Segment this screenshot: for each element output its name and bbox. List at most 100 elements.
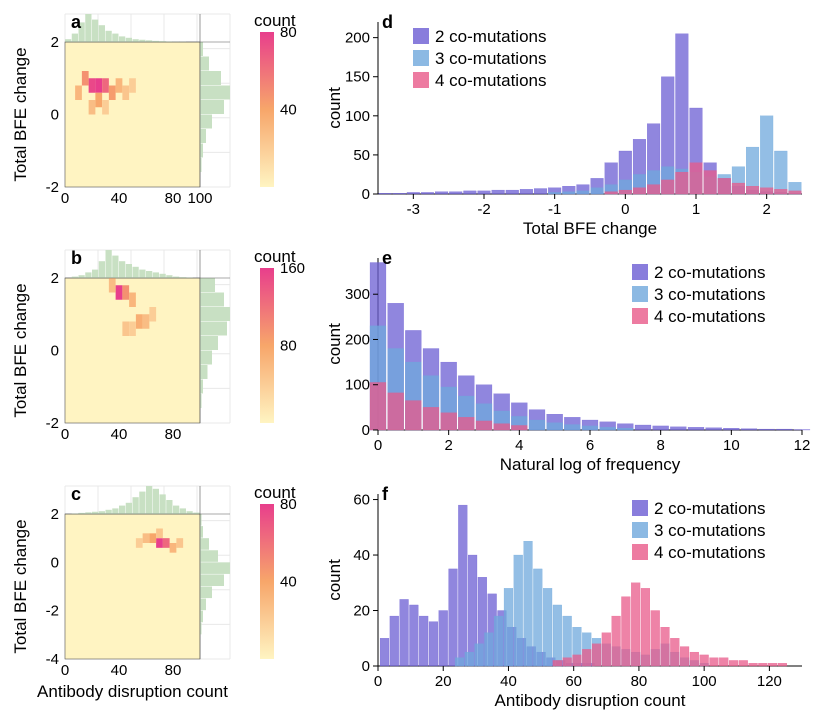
svg-text:6: 6 xyxy=(586,437,594,454)
svg-text:100: 100 xyxy=(345,108,370,125)
legend-label: 3 co-mutations xyxy=(435,49,547,68)
svg-text:40: 40 xyxy=(280,102,297,119)
svg-text:200: 200 xyxy=(345,30,370,47)
svg-text:20: 20 xyxy=(435,673,452,690)
panel-d-svg: -3-2-1012050100150200Total BFE changecou… xyxy=(324,10,814,242)
panel-label: a xyxy=(71,12,82,32)
svg-text:40: 40 xyxy=(280,574,297,591)
ylabel: Total BFE change xyxy=(11,283,30,417)
panel-e: 0246810120100200300Natural log of freque… xyxy=(324,246,814,478)
panel-c-svg: 04080-4-202Total BFE changeAntibody disr… xyxy=(10,482,320,714)
svg-text:150: 150 xyxy=(345,69,370,86)
panel-label: b xyxy=(71,248,82,268)
panel-label: f xyxy=(382,484,389,504)
ylabel: count xyxy=(325,323,344,365)
xlabel: Natural log of frequency xyxy=(500,455,681,474)
svg-text:60: 60 xyxy=(353,492,370,509)
svg-text:200: 200 xyxy=(345,331,370,348)
legend-swatch xyxy=(632,308,648,324)
legend-label: 2 co-mutations xyxy=(654,499,766,518)
panel-label: c xyxy=(71,484,81,504)
legend-swatch xyxy=(413,28,429,44)
legend-swatch xyxy=(632,286,648,302)
svg-text:40: 40 xyxy=(111,426,128,443)
svg-text:160: 160 xyxy=(280,260,305,277)
panel-label: d xyxy=(382,12,393,32)
legend-label: 3 co-mutations xyxy=(654,521,766,540)
svg-text:40: 40 xyxy=(353,547,370,564)
svg-text:-2: -2 xyxy=(46,415,59,432)
legend-label: 4 co-mutations xyxy=(435,71,547,90)
legend-label: 4 co-mutations xyxy=(654,307,766,326)
legend-label: 2 co-mutations xyxy=(435,27,547,46)
svg-text:80: 80 xyxy=(165,190,182,207)
svg-text:0: 0 xyxy=(61,190,69,207)
svg-text:0: 0 xyxy=(362,422,370,439)
colorbar xyxy=(260,504,274,659)
legend-label: 3 co-mutations xyxy=(654,285,766,304)
svg-text:100: 100 xyxy=(692,673,717,690)
svg-text:0: 0 xyxy=(621,201,629,218)
svg-text:1: 1 xyxy=(692,201,700,218)
panel-f: 0204060801001200204060Antibody disruptio… xyxy=(324,482,814,714)
svg-text:300: 300 xyxy=(345,286,370,303)
colorbar xyxy=(260,32,274,187)
legend-swatch xyxy=(632,264,648,280)
panel-b: 04080-202Total BFE changebcount80160 xyxy=(10,246,320,478)
panel-b-svg: 04080-202Total BFE changebcount80160 xyxy=(10,246,320,478)
svg-text:-3: -3 xyxy=(407,201,420,218)
legend-swatch xyxy=(413,50,429,66)
svg-text:2: 2 xyxy=(762,201,770,218)
svg-text:60: 60 xyxy=(565,673,582,690)
legend-label: 2 co-mutations xyxy=(654,263,766,282)
panel-e-svg: 0246810120100200300Natural log of freque… xyxy=(324,246,814,478)
svg-text:-1: -1 xyxy=(548,201,561,218)
svg-text:100: 100 xyxy=(187,190,212,207)
legend-swatch xyxy=(632,500,648,516)
xlabel: Total BFE change xyxy=(523,219,657,238)
svg-text:80: 80 xyxy=(280,338,297,355)
svg-text:0: 0 xyxy=(61,426,69,443)
svg-text:120: 120 xyxy=(757,673,782,690)
panel-d: -3-2-1012050100150200Total BFE changecou… xyxy=(324,10,814,242)
svg-text:40: 40 xyxy=(500,673,517,690)
svg-text:80: 80 xyxy=(165,426,182,443)
svg-text:-2: -2 xyxy=(477,201,490,218)
svg-text:10: 10 xyxy=(723,437,740,454)
panel-label: e xyxy=(382,248,392,268)
svg-text:20: 20 xyxy=(353,603,370,620)
svg-text:80: 80 xyxy=(631,673,648,690)
svg-text:0: 0 xyxy=(51,554,59,571)
svg-text:0: 0 xyxy=(374,673,382,690)
figure-grid: 04080100-202Total BFE changeacount4080 -… xyxy=(10,10,806,714)
svg-text:-4: -4 xyxy=(46,651,59,668)
svg-text:8: 8 xyxy=(656,437,664,454)
svg-text:50: 50 xyxy=(353,147,370,164)
panel-f-svg: 0204060801001200204060Antibody disruptio… xyxy=(324,482,814,714)
svg-text:0: 0 xyxy=(51,107,59,124)
svg-text:0: 0 xyxy=(362,658,370,675)
ylabel: count xyxy=(325,559,344,601)
svg-text:2: 2 xyxy=(51,270,59,287)
svg-text:0: 0 xyxy=(51,343,59,360)
svg-text:12: 12 xyxy=(794,437,811,454)
svg-text:-2: -2 xyxy=(46,179,59,196)
panel-a-svg: 04080100-202Total BFE changeacount4080 xyxy=(10,10,320,242)
svg-text:100: 100 xyxy=(345,377,370,394)
svg-text:80: 80 xyxy=(280,24,297,41)
legend-swatch xyxy=(413,72,429,88)
panel-a: 04080100-202Total BFE changeacount4080 xyxy=(10,10,320,242)
legend-swatch xyxy=(632,544,648,560)
ylabel: Total BFE change xyxy=(11,519,30,653)
panel-c: 04080-4-202Total BFE changeAntibody disr… xyxy=(10,482,320,714)
colorbar xyxy=(260,268,274,423)
svg-text:80: 80 xyxy=(280,496,297,513)
svg-text:0: 0 xyxy=(374,437,382,454)
svg-text:2: 2 xyxy=(51,34,59,51)
ylabel: Total BFE change xyxy=(11,47,30,181)
svg-text:40: 40 xyxy=(111,662,128,679)
svg-text:2: 2 xyxy=(444,437,452,454)
ylabel: count xyxy=(325,87,344,129)
svg-text:40: 40 xyxy=(111,190,128,207)
svg-text:2: 2 xyxy=(51,506,59,523)
